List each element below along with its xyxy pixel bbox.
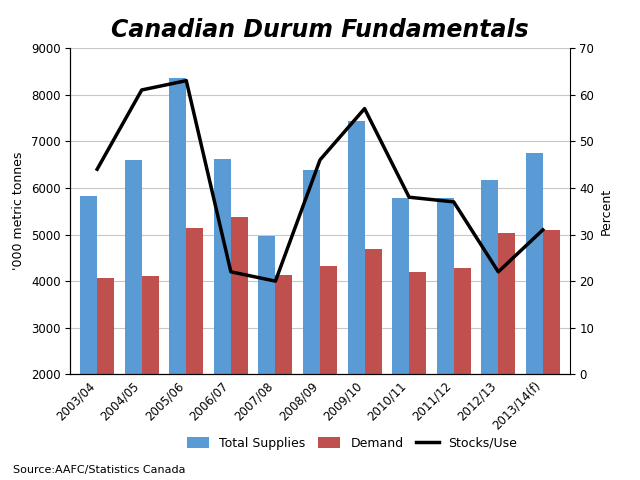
Bar [526,153,543,374]
Bar [365,249,381,374]
Text: Source:AAFC/Statistics Canada: Source:AAFC/Statistics Canada [13,465,186,475]
Stocks/Use [93,167,101,172]
Bar [186,228,204,374]
Bar [80,196,97,374]
Stocks/Use [182,78,190,84]
Bar [481,180,499,374]
Bar [125,160,141,374]
Y-axis label: Percent: Percent [600,188,612,235]
Stocks/Use [495,269,502,275]
Bar [543,230,560,374]
Stocks/Use [539,227,547,233]
Y-axis label: '000 metric tonnes: '000 metric tonnes [13,152,26,270]
Stocks/Use [138,87,145,93]
Bar [436,198,454,374]
Bar [275,276,292,374]
Bar [97,277,114,374]
Bar [392,198,409,374]
Legend: Total Supplies, Demand, Stocks/Use: Total Supplies, Demand, Stocks/Use [182,432,522,455]
Bar [320,266,337,374]
Bar [141,276,159,374]
Bar [214,159,231,374]
Stocks/Use [450,199,458,205]
Stocks/Use [271,278,279,284]
Bar [499,233,515,374]
Stocks/Use [227,269,235,275]
Bar [231,217,248,374]
Bar [409,272,426,374]
Line: Stocks/Use: Stocks/Use [97,81,543,281]
Stocks/Use [361,106,369,111]
Bar [303,170,320,374]
Stocks/Use [405,194,413,200]
Bar [170,78,186,374]
Bar [348,121,365,374]
Bar [259,236,275,374]
Title: Canadian Durum Fundamentals: Canadian Durum Fundamentals [111,18,529,42]
Stocks/Use [316,157,324,163]
Bar [454,268,470,374]
